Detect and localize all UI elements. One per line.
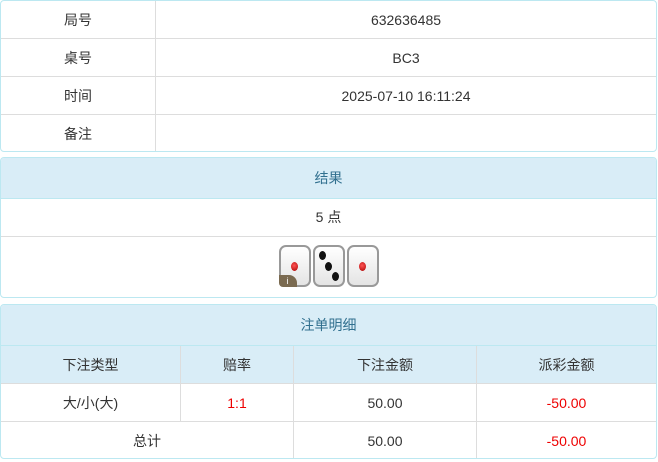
header-bet-amount: 下注金额 <box>293 346 477 384</box>
bet-details-title: 注单明细 <box>1 305 656 346</box>
round-id: 632636485 <box>155 1 656 39</box>
table-row: 备注 <box>1 114 656 151</box>
result-points: 5 点 <box>1 199 656 237</box>
row-label: 时间 <box>1 76 156 115</box>
total-row: 总计 50.00 -50.00 <box>1 421 656 458</box>
bet-details-table: 下注类型 赔率 下注金额 派彩金额 大/小(大) 1:1 50.00 -50.0… <box>1 346 656 458</box>
table-row: 时间 2025-07-10 16:11:24 <box>1 76 656 115</box>
result-panel: 结果 5 点 i <box>0 157 657 298</box>
round-info-table: 局号 632636485 桌号 BC3 时间 2025-07-10 16:11:24 … <box>1 1 656 151</box>
die-one-icon <box>346 245 379 287</box>
table-id: BC3 <box>155 38 656 77</box>
info-badge[interactable]: i <box>278 275 297 287</box>
table-row: 桌号 BC3 <box>1 38 656 77</box>
round-info-panel: 局号 632636485 桌号 BC3 时间 2025-07-10 16:11:24 … <box>0 0 657 152</box>
row-label: 局号 <box>1 1 156 39</box>
table-header-row: 下注类型 赔率 下注金额 派彩金额 <box>1 346 656 384</box>
bet-amount: 50.00 <box>293 383 477 422</box>
remark-value <box>155 114 656 151</box>
header-payout: 派彩金额 <box>476 346 656 384</box>
total-amount: 50.00 <box>293 421 477 458</box>
bet-details-panel: 注单明细 下注类型 赔率 下注金额 派彩金额 大/小(大) 1:1 50.00 … <box>0 304 657 459</box>
row-label: 桌号 <box>1 38 156 77</box>
bet-type: 大/小(大) <box>1 383 181 422</box>
table-row: 大/小(大) 1:1 50.00 -50.00 <box>1 383 656 422</box>
die-three-icon <box>312 245 345 287</box>
header-odds: 赔率 <box>180 346 294 384</box>
table-row: 局号 632636485 <box>1 1 656 39</box>
result-title: 结果 <box>1 158 656 199</box>
total-payout: -50.00 <box>476 421 656 458</box>
row-label: 备注 <box>1 114 156 151</box>
time-value: 2025-07-10 16:11:24 <box>155 76 656 115</box>
header-bet-type: 下注类型 <box>1 346 181 384</box>
odds: 1:1 <box>180 383 294 422</box>
payout: -50.00 <box>476 383 656 422</box>
total-label: 总计 <box>1 421 294 458</box>
die-one-icon: i <box>278 245 311 287</box>
dice-row: i <box>1 237 656 293</box>
